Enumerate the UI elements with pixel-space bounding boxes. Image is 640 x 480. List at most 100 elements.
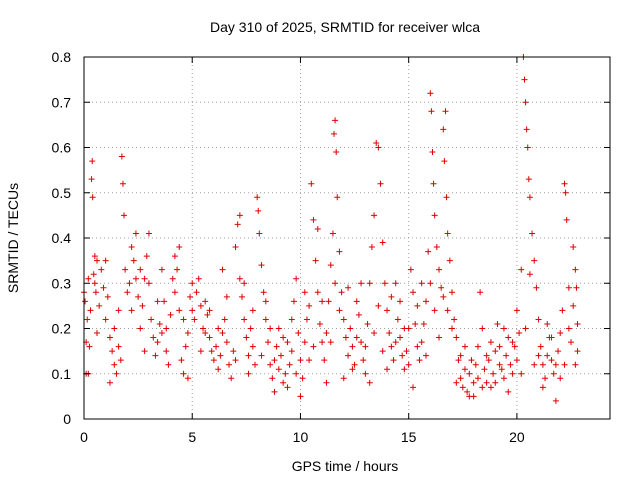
data-point bbox=[381, 280, 388, 287]
data-point bbox=[349, 343, 356, 350]
data-point bbox=[100, 284, 107, 291]
data-point bbox=[440, 293, 447, 300]
x-axis-label: GPS time / hours bbox=[292, 458, 399, 474]
data-point bbox=[461, 343, 468, 350]
data-point bbox=[505, 388, 512, 395]
data-point bbox=[275, 366, 282, 373]
data-point bbox=[260, 289, 267, 296]
data-point bbox=[145, 280, 152, 287]
data-point bbox=[299, 375, 306, 382]
y-tick-label: 0.4 bbox=[52, 230, 72, 246]
data-point bbox=[345, 352, 352, 359]
data-point bbox=[420, 320, 427, 327]
data-point bbox=[306, 357, 313, 364]
data-point bbox=[290, 298, 297, 305]
data-point bbox=[481, 366, 488, 373]
data-point bbox=[239, 293, 246, 300]
data-point bbox=[301, 289, 308, 296]
y-tick-label: 0.8 bbox=[52, 49, 72, 65]
x-tick-labels: 0 5 10 15 20 bbox=[80, 429, 525, 445]
data-point bbox=[384, 366, 391, 373]
data-point bbox=[340, 316, 347, 323]
data-point bbox=[464, 388, 471, 395]
data-point bbox=[562, 189, 569, 196]
data-point bbox=[453, 379, 460, 386]
data-point bbox=[180, 316, 187, 323]
data-point bbox=[228, 375, 235, 382]
data-point bbox=[236, 212, 243, 219]
data-point bbox=[345, 284, 352, 291]
data-point bbox=[91, 280, 98, 287]
data-point bbox=[271, 388, 278, 395]
data-point bbox=[529, 230, 536, 237]
data-point bbox=[102, 257, 109, 264]
data-point bbox=[550, 370, 557, 377]
data-point bbox=[323, 379, 330, 386]
data-point bbox=[241, 316, 248, 323]
data-point bbox=[93, 330, 100, 337]
data-point bbox=[312, 257, 319, 264]
data-point bbox=[334, 194, 341, 201]
data-point bbox=[373, 139, 380, 146]
data-point bbox=[141, 348, 148, 355]
data-point bbox=[126, 280, 133, 287]
data-point bbox=[358, 280, 365, 287]
data-point bbox=[441, 158, 448, 165]
data-point bbox=[184, 375, 191, 382]
data-point bbox=[430, 180, 437, 187]
data-point bbox=[414, 343, 421, 350]
data-point bbox=[565, 284, 572, 291]
data-point bbox=[470, 379, 477, 386]
data-point bbox=[86, 343, 93, 350]
data-point bbox=[197, 348, 204, 355]
data-point bbox=[500, 375, 507, 382]
data-point bbox=[548, 357, 555, 364]
data-point bbox=[340, 375, 347, 382]
x-tick-label: 20 bbox=[509, 429, 525, 445]
data-point bbox=[401, 325, 408, 332]
data-point bbox=[371, 330, 378, 337]
data-point bbox=[394, 316, 401, 323]
data-point bbox=[121, 212, 128, 219]
data-point bbox=[163, 325, 170, 332]
data-point bbox=[425, 248, 432, 255]
data-point bbox=[158, 330, 165, 337]
data-point bbox=[154, 298, 161, 305]
data-point bbox=[525, 176, 532, 183]
data-point bbox=[399, 352, 406, 359]
data-point bbox=[435, 266, 442, 273]
data-point bbox=[310, 216, 317, 223]
data-point bbox=[327, 262, 334, 269]
data-point bbox=[106, 334, 113, 341]
data-point bbox=[444, 230, 451, 237]
data-point bbox=[390, 357, 397, 364]
data-point bbox=[193, 289, 200, 296]
data-point bbox=[503, 352, 510, 359]
data-point bbox=[176, 244, 183, 251]
data-point bbox=[236, 275, 243, 282]
data-point bbox=[522, 99, 529, 106]
data-point bbox=[428, 108, 435, 115]
data-point bbox=[364, 320, 371, 327]
data-point bbox=[191, 316, 198, 323]
data-point bbox=[485, 357, 492, 364]
data-point bbox=[84, 316, 91, 323]
data-point bbox=[82, 298, 89, 305]
data-point bbox=[431, 212, 438, 219]
axis-ticks bbox=[83, 56, 610, 420]
data-point bbox=[174, 266, 181, 273]
data-point bbox=[386, 330, 393, 337]
data-point bbox=[438, 284, 445, 291]
data-point bbox=[401, 366, 408, 373]
data-point bbox=[176, 307, 183, 314]
data-point bbox=[555, 348, 562, 355]
data-point bbox=[128, 307, 135, 314]
data-point bbox=[446, 257, 453, 264]
data-point bbox=[479, 384, 486, 391]
data-point bbox=[360, 357, 367, 364]
data-point bbox=[388, 343, 395, 350]
data-point bbox=[249, 307, 256, 314]
data-point bbox=[111, 361, 118, 368]
data-point bbox=[423, 352, 430, 359]
data-point bbox=[161, 298, 168, 305]
